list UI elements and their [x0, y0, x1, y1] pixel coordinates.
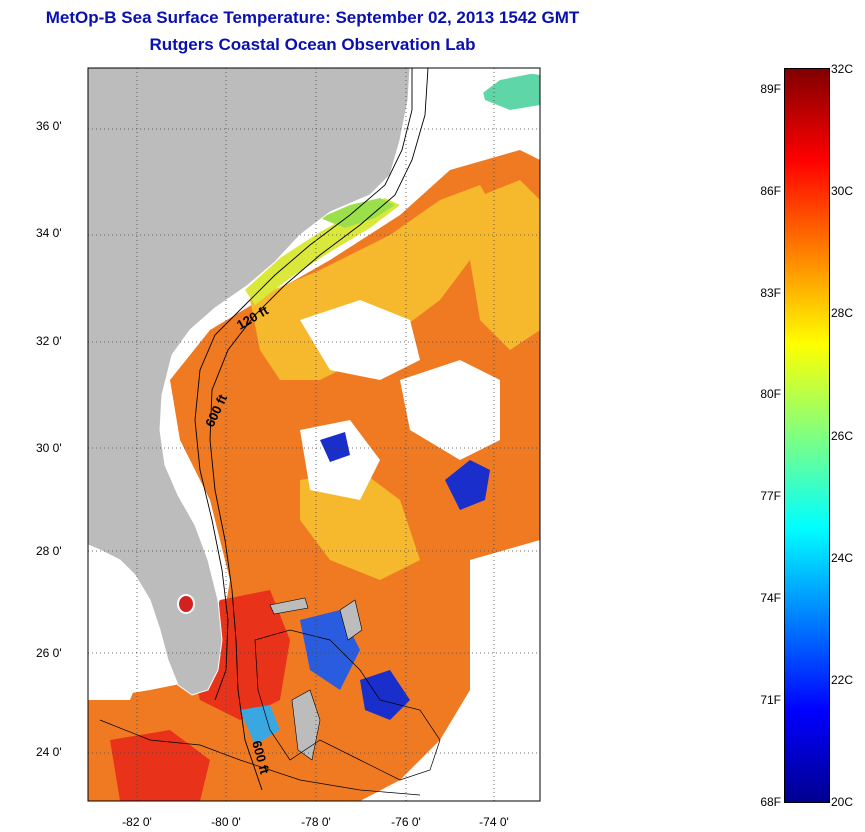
cold-patch-2	[300, 610, 360, 690]
cloud-patch-6	[420, 68, 540, 120]
cold-patch-4	[240, 705, 280, 745]
map-subtitle: Rutgers Coastal Ocean Observation Lab	[149, 35, 476, 54]
colorbar-c-label: 24C	[831, 551, 854, 565]
colorbar-c-label: 28C	[831, 306, 854, 320]
lat-tick-label: 36 0'	[36, 119, 62, 133]
land-mainland	[88, 68, 411, 696]
grid-lines	[88, 68, 540, 801]
cloud-patch-2	[400, 360, 500, 460]
contour-bahamas	[254, 629, 441, 781]
cloud-patch-5	[88, 600, 150, 700]
lat-tick-label: 26 0'	[36, 646, 62, 660]
colorbar-c-label: 22C	[831, 673, 854, 687]
island-grand-bahama	[269, 597, 309, 615]
map-frame	[87, 67, 541, 802]
sst-cool-band	[245, 198, 400, 305]
temperature-colorbar	[784, 68, 830, 803]
colorbar-f-label: 74F	[760, 591, 781, 605]
colorbar-f-label: 86F	[760, 184, 781, 198]
contour-120ft	[194, 68, 413, 701]
cloud-patch	[300, 300, 420, 380]
colorbar-f-label: 77F	[760, 489, 781, 503]
lat-tick-label: 30 0'	[36, 441, 62, 455]
sst-cool-patch	[320, 198, 395, 228]
lon-tick-label: -78 0'	[301, 815, 331, 829]
lon-tick-label: -76 0'	[391, 815, 421, 829]
island-abaco	[339, 599, 363, 641]
cold-patch	[445, 460, 490, 510]
lon-tick-label: -82 0'	[122, 815, 152, 829]
colorbar-f-label: 89F	[760, 82, 781, 96]
colorbar-f-label: 80F	[760, 387, 781, 401]
colorbar-f-label: 71F	[760, 693, 781, 707]
sst-mid-region-3	[470, 180, 540, 350]
lon-tick-label: -74 0'	[479, 815, 509, 829]
lat-tick-label: 24 0'	[36, 745, 62, 759]
lat-tick-label: 28 0'	[36, 544, 62, 558]
colorbar-c-label: 26C	[831, 429, 854, 443]
cold-patch-3	[360, 670, 410, 720]
lat-tick-label: 32 0'	[36, 334, 62, 348]
colorbar-c-label: 20C	[831, 795, 854, 809]
colorbar-c-label: 30C	[831, 184, 854, 198]
contour-600ft	[209, 68, 429, 791]
colorbar-f-label: 68F	[760, 795, 781, 809]
colorbar-f-label: 83F	[760, 286, 781, 300]
sst-hot-region-2	[110, 730, 210, 801]
contour-cuba	[99, 719, 421, 796]
sst-mid-region-2	[300, 470, 420, 580]
lon-tick-label: -80 0'	[211, 815, 241, 829]
cold-patch-5	[320, 432, 350, 462]
colorbar-c-label: 32C	[831, 62, 854, 76]
lake-okeechobee	[177, 594, 195, 614]
map-title: MetOp-B Sea Surface Temperature: Septemb…	[45, 8, 580, 27]
lat-tick-label: 34 0'	[36, 226, 62, 240]
cloud-patch-4	[440, 540, 540, 801]
